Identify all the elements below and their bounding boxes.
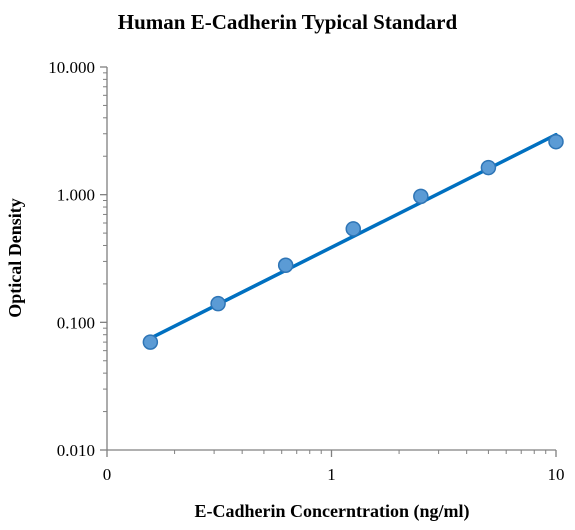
data-point (480, 159, 497, 176)
data-point (345, 221, 362, 237)
x-tick-label: 10 (548, 465, 565, 484)
x-tick-label: 1 (327, 465, 336, 484)
chart-title: Human E-Cadherin Typical Standard (117, 10, 458, 34)
y-axis-title: Optical Density (5, 198, 25, 318)
data-point (142, 334, 159, 350)
data-point (277, 257, 294, 273)
ticks: 0.010 0.100 1.000 10.000 0 1 10 (48, 58, 564, 484)
x-axis-title: E-Cadherin Concerntration (ng/ml) (195, 501, 470, 522)
axes (106, 67, 556, 451)
y-tick-label: 0.100 (57, 313, 95, 332)
y-tick-label: 0.010 (57, 441, 95, 460)
y-tick-label: 1.000 (57, 186, 95, 205)
data-point (210, 295, 226, 312)
data-point (413, 188, 429, 205)
data-point (548, 133, 564, 150)
data-points (142, 133, 564, 350)
x-tick-label: 0 (103, 465, 112, 484)
y-tick-label: 10.000 (48, 58, 95, 77)
